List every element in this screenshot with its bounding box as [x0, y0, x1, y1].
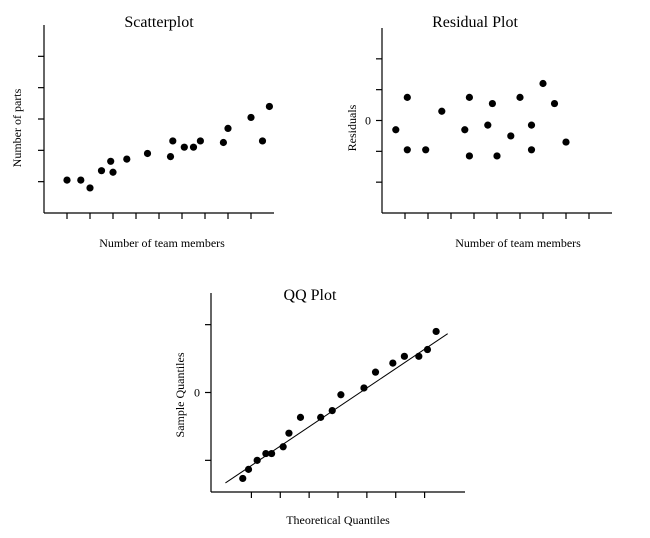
scatterplot-point: [107, 157, 115, 165]
residual-point: [392, 126, 400, 134]
residual-point: [403, 93, 411, 101]
residual-point: [493, 152, 501, 160]
qq-point: [244, 465, 253, 473]
qq-point: [389, 359, 397, 367]
scatterplot-point: [196, 137, 204, 145]
qq-reference-line-group: [225, 333, 448, 484]
scatterplot-y-label: Number of parts: [10, 88, 24, 167]
residual-y-tick-label: 0: [365, 114, 371, 128]
residual-point: [465, 152, 473, 160]
residual-title: Residual Plot: [432, 14, 518, 31]
residual-point: [488, 99, 496, 108]
qq-point: [279, 443, 287, 451]
scatterplot-axes: [43, 25, 274, 214]
scatterplot-panel: Scatterplot Number of team members Numbe…: [10, 14, 274, 250]
qq-point: [400, 352, 408, 360]
residual-point: [527, 121, 536, 129]
residual-point: [465, 93, 473, 101]
qq-y-ticks: [205, 324, 211, 461]
qq-point: [328, 406, 336, 415]
scatterplot-point: [77, 176, 85, 184]
qq-y-tick-label: 0: [194, 386, 200, 400]
qq-point: [239, 474, 247, 483]
residual-y-ticks: [376, 58, 382, 183]
scatterplot-title: Scatterplot: [124, 14, 194, 31]
scatterplot-point: [258, 137, 267, 145]
scatterplot-point: [180, 143, 188, 151]
qq-point: [432, 327, 440, 336]
qq-point: [317, 413, 325, 421]
scatterplot-point: [166, 153, 175, 161]
scatterplot-x-ticks: [66, 213, 252, 219]
qq-points: [239, 327, 440, 483]
qq-axes: [210, 293, 465, 493]
residual-x-ticks: [404, 213, 590, 219]
qq-panel: QQ Plot 0 Theoretical Quantiles Sample Q…: [173, 287, 465, 527]
residual-point: [484, 121, 492, 129]
scatterplot-point: [265, 102, 273, 111]
residual-point: [422, 146, 430, 154]
scatterplot-x-label: Number of team members: [99, 236, 225, 250]
qq-point: [360, 384, 368, 392]
qq-reference-line: [225, 333, 448, 484]
residual-point: [550, 99, 559, 108]
scatterplot-point: [63, 176, 71, 184]
qq-title: QQ Plot: [284, 287, 337, 304]
scatterplot-point: [97, 167, 106, 175]
scatterplot-point: [189, 143, 198, 151]
qq-x-label: Theoretical Quantiles: [286, 513, 390, 527]
residual-y-label: Residuals: [345, 104, 359, 151]
qq-point: [423, 345, 432, 354]
residual-point: [539, 79, 547, 88]
qq-y-label: Sample Quantiles: [173, 352, 187, 437]
residual-point: [562, 138, 570, 146]
qq-point: [415, 352, 423, 360]
scatterplot-point: [86, 184, 94, 192]
residual-panel: Residual Plot 0 Number of team members R…: [345, 14, 612, 250]
residual-point: [438, 107, 446, 115]
residual-y-tick-labels: 0: [365, 114, 371, 128]
scatterplot-point: [219, 138, 227, 147]
residual-point: [507, 132, 515, 140]
scatterplot-point: [224, 124, 232, 132]
scatterplot-point: [247, 113, 255, 122]
qq-y-tick-labels: 0: [194, 386, 200, 400]
qq-point: [262, 449, 270, 458]
scatterplot-point: [169, 137, 177, 145]
qq-point: [371, 368, 380, 376]
residual-points: [392, 79, 570, 160]
scatterplot-point: [143, 149, 152, 158]
qq-point: [268, 449, 276, 458]
scatterplot-points: [63, 102, 273, 192]
scatterplot-y-ticks: [38, 55, 44, 183]
scatterplot-point: [123, 155, 131, 163]
qq-point: [285, 429, 293, 437]
qq-point: [296, 413, 305, 421]
qq-x-ticks: [250, 492, 426, 498]
residual-axes: [381, 28, 612, 214]
residual-point: [516, 93, 524, 101]
qq-point: [253, 456, 261, 464]
scatterplot-point: [109, 168, 117, 176]
qq-point: [337, 391, 345, 399]
residual-point: [461, 126, 469, 134]
residual-point: [527, 146, 536, 154]
residual-x-label: Number of team members: [455, 236, 581, 250]
residual-point: [403, 146, 411, 154]
